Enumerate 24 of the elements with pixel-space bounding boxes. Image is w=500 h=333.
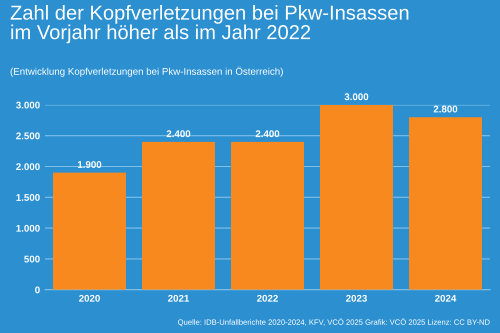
x-tick-label: 2021 [168, 294, 190, 302]
data-label: 1.900 [78, 161, 102, 168]
bar [409, 117, 482, 290]
y-tick-label: 1.000 [16, 224, 40, 232]
x-tick-label: 2022 [257, 294, 278, 302]
chart-subtitle: (Entwicklung Kopfverletzungen bei Pkw-Insassen in Österreich) [10, 66, 283, 77]
x-tick-label: 2024 [435, 294, 456, 302]
data-label: 3.000 [344, 93, 368, 100]
data-label: 2.800 [434, 106, 458, 113]
y-tick-label: 3.000 [16, 102, 40, 109]
y-tick-label: 2.500 [16, 132, 40, 140]
data-label: 2.400 [256, 130, 280, 138]
bar [231, 142, 304, 290]
data-label: 2.400 [166, 130, 190, 138]
chart-title: Zahl der Kopfverletzungen bei Pkw-Insassen im Vorjahr höher als im Jahr 2022 [10, 4, 408, 44]
x-tick-label: 2020 [79, 294, 100, 302]
bar [53, 172, 126, 290]
bar [320, 104, 393, 290]
y-tick-label: 1.500 [16, 194, 40, 201]
y-tick-label: 500 [24, 256, 40, 263]
x-tick-label: 2023 [346, 294, 367, 302]
y-tick-label: 2.000 [16, 163, 40, 170]
y-tick-label: 0 [35, 286, 40, 294]
bar [142, 142, 215, 290]
